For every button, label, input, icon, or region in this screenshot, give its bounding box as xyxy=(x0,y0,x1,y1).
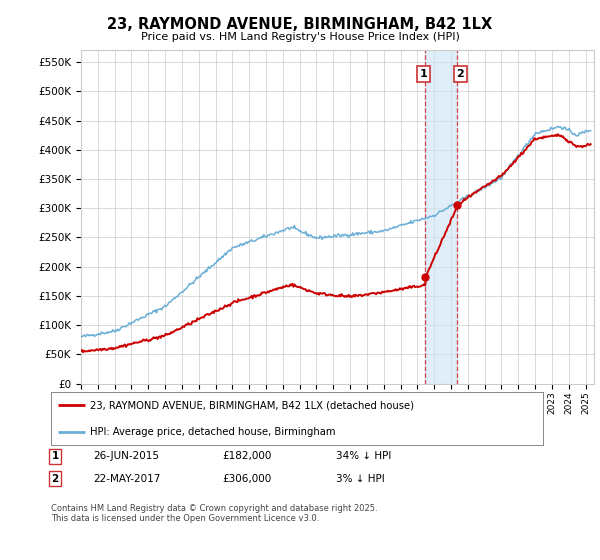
Text: 23, RAYMOND AVENUE, BIRMINGHAM, B42 1LX: 23, RAYMOND AVENUE, BIRMINGHAM, B42 1LX xyxy=(107,17,493,32)
Text: 2: 2 xyxy=(52,474,59,484)
Text: £182,000: £182,000 xyxy=(222,451,271,461)
Text: Contains HM Land Registry data © Crown copyright and database right 2025.
This d: Contains HM Land Registry data © Crown c… xyxy=(51,504,377,524)
Text: 2: 2 xyxy=(457,69,464,79)
Text: HPI: Average price, detached house, Birmingham: HPI: Average price, detached house, Birm… xyxy=(91,427,336,437)
Text: 23, RAYMOND AVENUE, BIRMINGHAM, B42 1LX (detached house): 23, RAYMOND AVENUE, BIRMINGHAM, B42 1LX … xyxy=(91,400,415,410)
Text: 34% ↓ HPI: 34% ↓ HPI xyxy=(336,451,391,461)
Text: 22-MAY-2017: 22-MAY-2017 xyxy=(93,474,160,484)
Text: £306,000: £306,000 xyxy=(222,474,271,484)
Text: 1: 1 xyxy=(419,69,427,79)
Bar xyxy=(425,50,457,384)
Text: 26-JUN-2015: 26-JUN-2015 xyxy=(93,451,159,461)
Text: 1: 1 xyxy=(52,451,59,461)
Text: Price paid vs. HM Land Registry's House Price Index (HPI): Price paid vs. HM Land Registry's House … xyxy=(140,32,460,42)
Text: 3% ↓ HPI: 3% ↓ HPI xyxy=(336,474,385,484)
